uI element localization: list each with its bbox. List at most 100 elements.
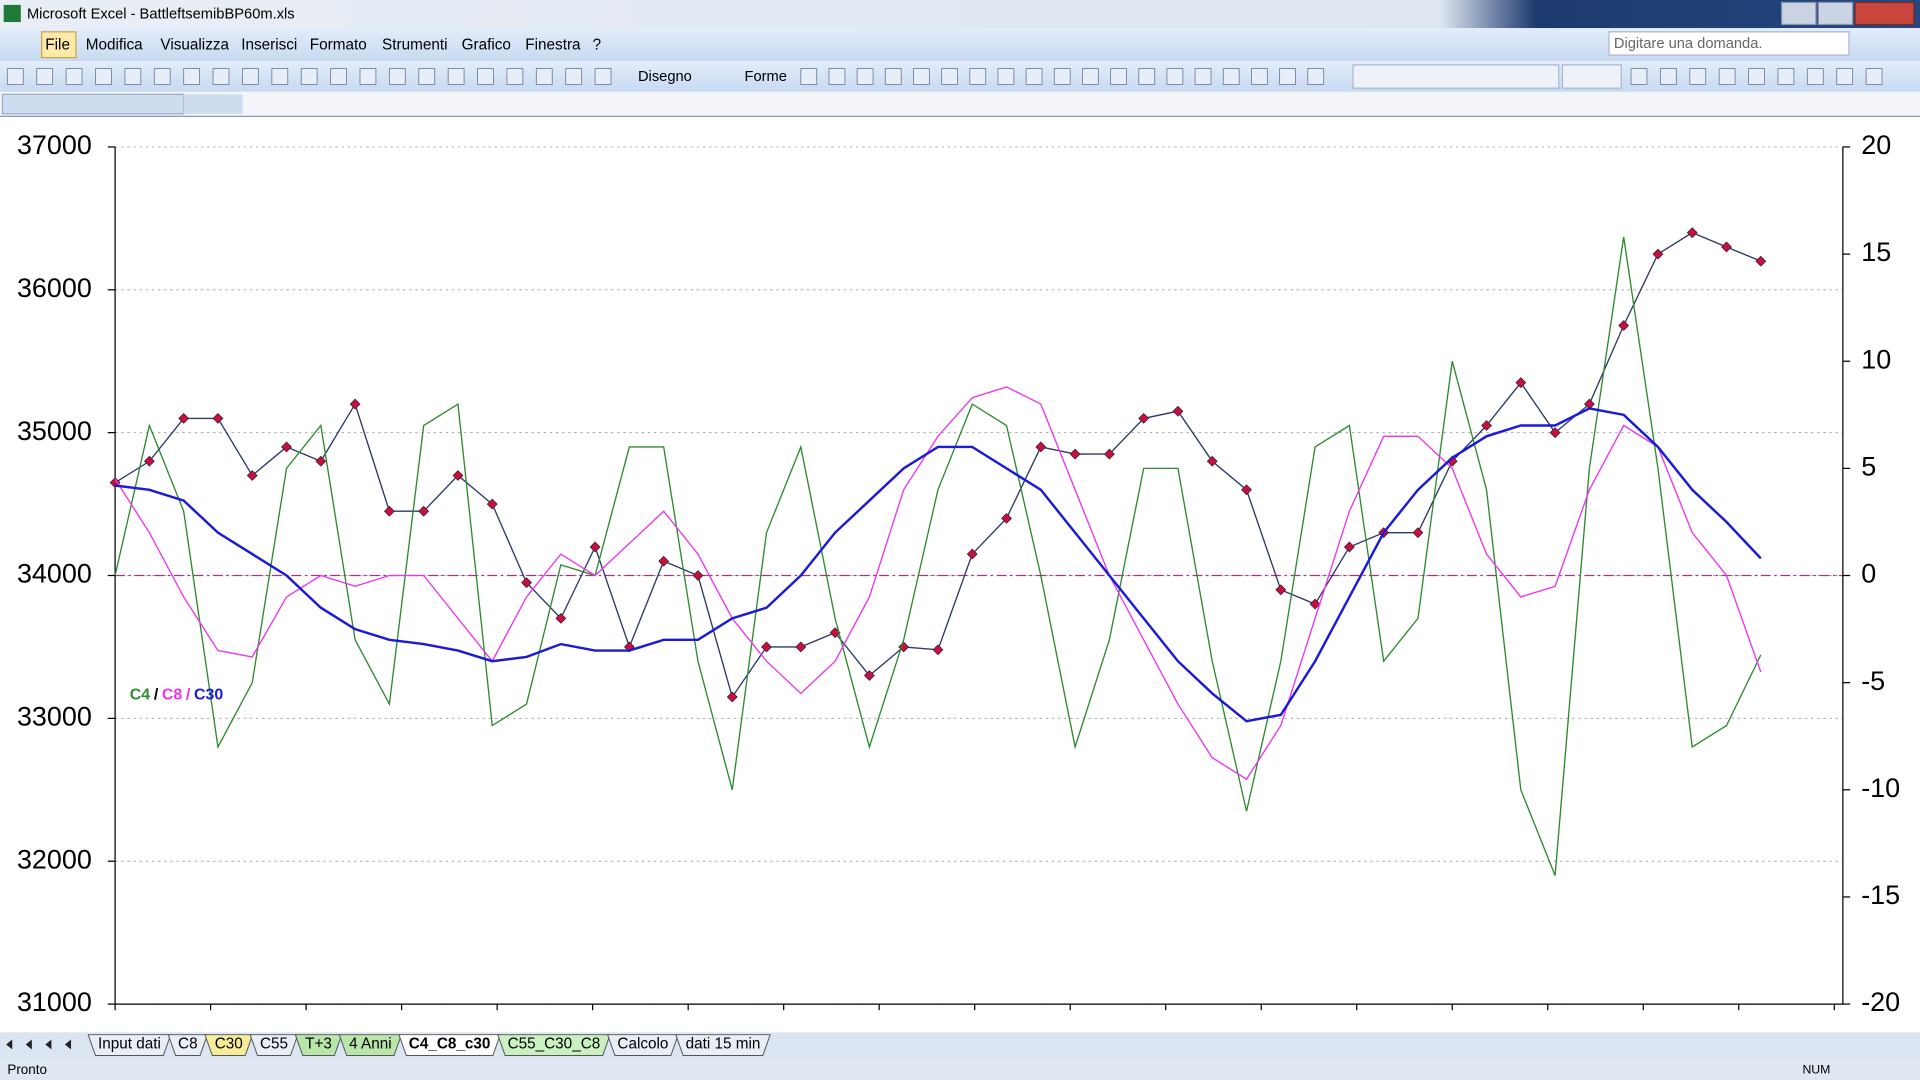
tab-nav-button[interactable] [6, 1039, 13, 1050]
close-button[interactable] [1854, 1, 1915, 26]
menu-item[interactable]: Strumenti [382, 36, 447, 53]
font-box[interactable] [1352, 64, 1560, 89]
sheet-tab[interactable]: C8 [167, 1034, 209, 1056]
window-title: Microsoft Excel - BattleftsemibBP60m.xls [27, 7, 295, 23]
toolbar-button[interactable] [1865, 68, 1883, 85]
y2-tick-label: 20 [1861, 130, 1891, 160]
tab-nav-button[interactable] [64, 1039, 72, 1050]
data-point [761, 641, 772, 653]
toolbar-button[interactable] [124, 68, 142, 85]
sheet-tab-shape [675, 1034, 771, 1056]
toolbar-button[interactable] [1166, 68, 1184, 85]
toolbar-button[interactable] [1718, 68, 1736, 85]
toolbar-button[interactable] [359, 68, 377, 85]
toolbar-button[interactable] [447, 68, 465, 85]
toolbar-button[interactable] [65, 68, 83, 85]
data-point [1721, 241, 1732, 253]
tab-nav-button[interactable] [45, 1039, 52, 1050]
menu-item[interactable]: Modifica [86, 36, 143, 53]
sheet-tab[interactable]: C55 [249, 1034, 299, 1056]
menu-item[interactable]: Visualizza [160, 36, 229, 53]
toolbar-button[interactable] [36, 68, 54, 85]
data-point [1515, 377, 1527, 389]
maximize-button[interactable] [1817, 1, 1854, 26]
toolbar-button[interactable] [418, 68, 436, 85]
menu-item[interactable]: Formato [310, 36, 367, 53]
toolbar-button[interactable] [1025, 68, 1043, 85]
toolbar-button[interactable] [1777, 68, 1795, 85]
toolbar-button[interactable] [1082, 68, 1099, 85]
toolbar-button[interactable] [300, 68, 318, 85]
menu-item[interactable]: File [45, 36, 70, 53]
toolbar-button[interactable] [969, 68, 987, 85]
toolbar-button[interactable] [535, 68, 553, 85]
toolbar-button[interactable] [506, 68, 524, 85]
sheet-tab[interactable]: C4_C8_c30 [398, 1034, 501, 1056]
toolbar-button[interactable] [6, 68, 24, 85]
toolbar-button[interactable] [997, 68, 1015, 85]
toolbar-button[interactable] [153, 68, 171, 85]
name-box[interactable] [1, 93, 185, 115]
sheet-tab-shape [338, 1034, 403, 1056]
toolbar-button[interactable] [856, 68, 874, 85]
legend: C4/C8/C30 [130, 687, 224, 704]
toolbar-button[interactable] [330, 68, 347, 85]
toolbar-button[interactable] [1630, 68, 1648, 85]
minimize-button[interactable] [1781, 1, 1817, 26]
toolbar-button[interactable] [388, 68, 406, 85]
sheet-tab-shape [398, 1034, 501, 1056]
sheet-tab[interactable]: dati 15 min [675, 1034, 771, 1056]
toolbar-button[interactable] [913, 68, 930, 85]
toolbar-button[interactable] [1279, 68, 1296, 85]
shapes-menu[interactable]: Forme [744, 69, 786, 85]
menu-item[interactable]: ? [593, 36, 602, 53]
sheet-tab-label: Calcolo [617, 1036, 668, 1053]
toolbar-button[interactable] [271, 68, 289, 85]
toolbar-button[interactable] [212, 68, 230, 85]
y2-tick-label: 15 [1861, 237, 1891, 267]
sheet-tab[interactable]: Input dati [87, 1034, 172, 1056]
toolbar-button[interactable] [1836, 68, 1854, 85]
toolbar-button[interactable] [594, 68, 612, 85]
toolbar-button[interactable] [1194, 68, 1212, 85]
toolbar-button[interactable] [95, 68, 112, 85]
menu-item[interactable]: Inserisci [241, 36, 297, 53]
menu-item[interactable]: Finestra [525, 36, 581, 53]
toolbar-button[interactable] [1748, 68, 1765, 85]
draw-menu[interactable]: Disegno [638, 69, 692, 85]
sheet-tab[interactable]: Calcolo [606, 1034, 679, 1056]
sheet-tab[interactable]: C55_C30_C8 [497, 1034, 611, 1056]
sheet-tab[interactable]: 4 Anni [338, 1034, 403, 1056]
toolbar-button[interactable] [1689, 68, 1707, 85]
y2-tick-label: -5 [1861, 666, 1885, 696]
toolbar-button[interactable] [800, 68, 818, 85]
data-point [863, 670, 875, 681]
toolbar-button[interactable] [1659, 68, 1677, 85]
toolbar-button[interactable] [1806, 68, 1824, 85]
sheet-tab[interactable]: C30 [204, 1034, 254, 1056]
help-box[interactable] [1608, 31, 1850, 56]
toolbar-button[interactable] [565, 68, 583, 85]
y2-tick-label: -15 [1861, 880, 1900, 910]
toolbar-button[interactable] [828, 68, 846, 85]
toolbar-button[interactable] [477, 68, 494, 85]
y-tick-label: 31000 [17, 987, 92, 1017]
menu-item[interactable]: Grafico [462, 36, 511, 53]
toolbar-button[interactable] [1110, 68, 1127, 85]
sheet-tab[interactable]: T+3 [294, 1034, 343, 1056]
data-point [1481, 420, 1492, 431]
toolbar-button[interactable] [884, 68, 902, 85]
toolbar-button[interactable] [1307, 68, 1325, 85]
toolbar-button[interactable] [1222, 68, 1240, 85]
toolbar-button[interactable] [941, 68, 958, 85]
toolbar-button[interactable] [1053, 68, 1071, 85]
tab-nav-button[interactable] [25, 1039, 32, 1050]
toolbar-button[interactable] [183, 68, 201, 85]
window-controls [1781, 1, 1915, 26]
toolbar-button[interactable] [1138, 68, 1156, 85]
toolbar-button[interactable] [1251, 68, 1268, 85]
size-box[interactable] [1561, 64, 1622, 89]
sheet-tab-label: T+3 [305, 1036, 332, 1053]
toolbar-button[interactable] [242, 68, 259, 85]
formula-bar [0, 91, 1920, 117]
